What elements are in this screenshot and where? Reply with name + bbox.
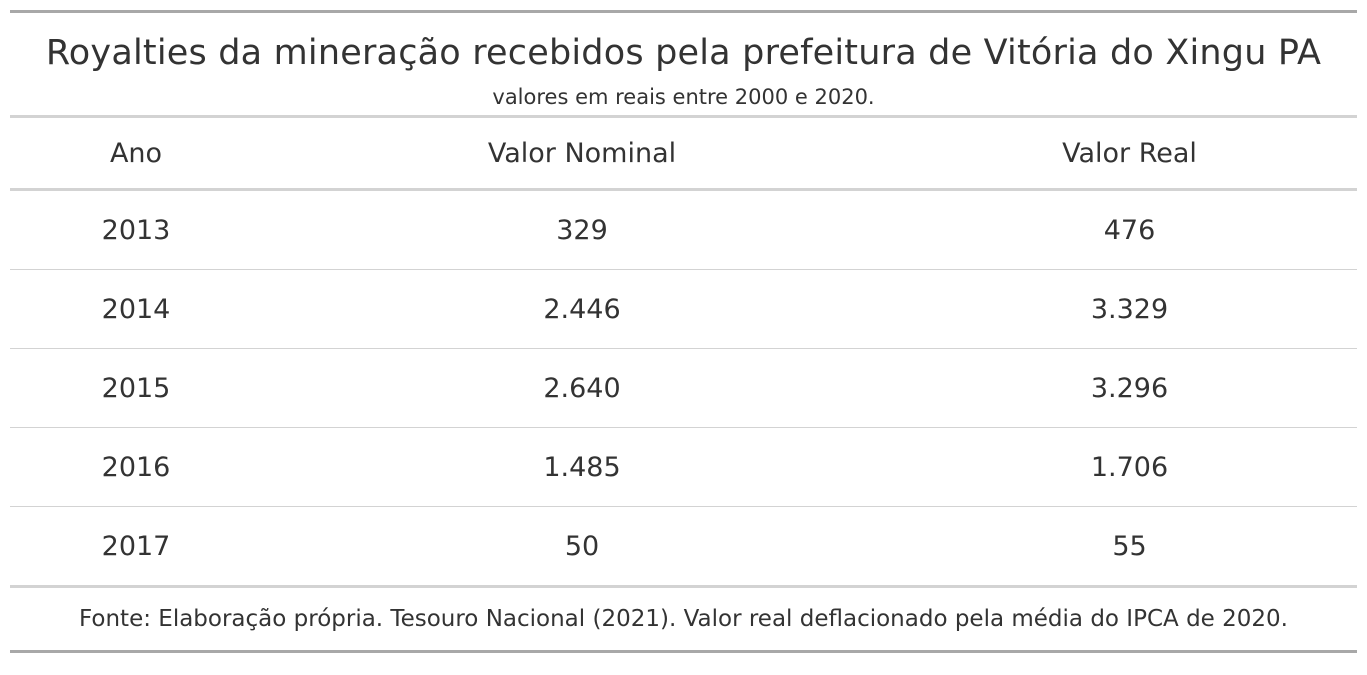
column-header-ano: Ano bbox=[109, 137, 163, 169]
cell-valor-nominal: 1.485 bbox=[543, 451, 621, 483]
cell-valor-real: 3.329 bbox=[1090, 293, 1169, 325]
cell-ano: 2015 bbox=[101, 372, 171, 404]
column-header-valor-real: Valor Real bbox=[1062, 137, 1197, 169]
table-heading: Royalties da mineração recebidos pela pr… bbox=[10, 13, 1357, 115]
row-divider bbox=[10, 269, 1357, 270]
table-row: 2014 2.446 3.329 bbox=[10, 270, 1357, 348]
cell-valor-nominal: 2.640 bbox=[543, 372, 621, 404]
cell-valor-real: 55 bbox=[1112, 530, 1147, 562]
table-footnote: Fonte: Elaboração própria. Tesouro Nacio… bbox=[79, 606, 1288, 632]
royalties-table: Royalties da mineração recebidos pela pr… bbox=[10, 10, 1357, 653]
heading-rule bbox=[10, 115, 1357, 118]
header-rule bbox=[10, 188, 1357, 191]
body-bottom-rule bbox=[10, 585, 1357, 588]
cell-valor-real: 476 bbox=[1103, 214, 1156, 246]
row-divider bbox=[10, 348, 1357, 349]
cell-valor-real: 3.296 bbox=[1090, 372, 1169, 404]
cell-valor-nominal: 2.446 bbox=[543, 293, 621, 325]
table-row: 2013 329 476 bbox=[10, 191, 1357, 269]
table-title: Royalties da mineração recebidos pela pr… bbox=[45, 33, 1322, 73]
table-subtitle: valores em reais entre 2000 e 2020. bbox=[492, 85, 875, 109]
column-header-valor-nominal: Valor Nominal bbox=[487, 137, 677, 169]
cell-valor-real: 1.706 bbox=[1090, 451, 1169, 483]
table-row: 2017 50 55 bbox=[10, 507, 1357, 585]
cell-ano: 2014 bbox=[101, 293, 171, 325]
cell-valor-nominal: 50 bbox=[564, 530, 600, 562]
row-divider bbox=[10, 427, 1357, 428]
cell-ano: 2016 bbox=[101, 451, 171, 483]
cell-ano: 2017 bbox=[101, 530, 171, 562]
table-row: 2016 1.485 1.706 bbox=[10, 428, 1357, 506]
top-rule bbox=[10, 10, 1357, 13]
row-divider bbox=[10, 506, 1357, 507]
column-header-row: Ano Valor Nominal Valor Real bbox=[10, 118, 1357, 188]
cell-valor-nominal: 329 bbox=[556, 214, 608, 246]
table-row: 2015 2.640 3.296 bbox=[10, 349, 1357, 427]
cell-ano: 2013 bbox=[101, 214, 171, 246]
bottom-rule bbox=[10, 650, 1357, 653]
